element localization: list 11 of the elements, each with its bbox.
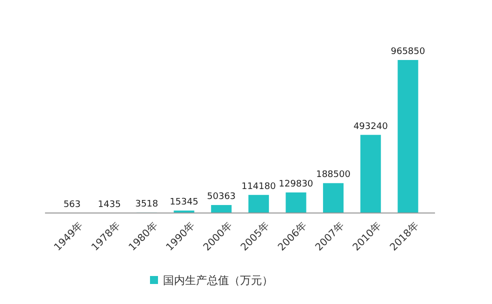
data-label: 965850 xyxy=(390,47,426,57)
data-label: 493240 xyxy=(353,122,388,132)
data-label: 3518 xyxy=(135,199,158,210)
legend-label: 国内生产总值（万元） xyxy=(163,274,273,287)
data-label: 563 xyxy=(63,200,81,210)
data-label: 15345 xyxy=(170,198,198,208)
data-label: 1435 xyxy=(98,200,121,210)
data-label: 114180 xyxy=(241,182,276,192)
data-label: 188500 xyxy=(316,170,351,180)
data-label: 129830 xyxy=(278,179,314,190)
data-label: 50363 xyxy=(207,192,236,202)
